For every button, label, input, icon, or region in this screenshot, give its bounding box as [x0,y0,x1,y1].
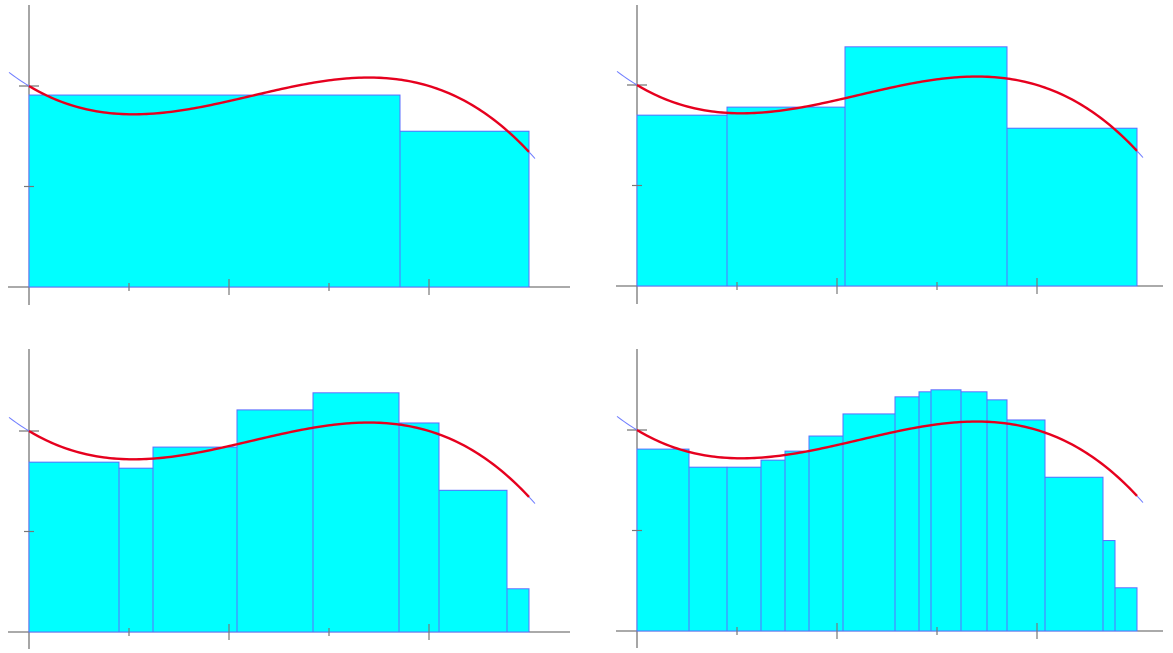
riemann-bar [28,461,120,633]
riemann-bar [784,450,810,632]
riemann-bar [1114,587,1138,632]
riemann-bar [118,467,154,633]
riemann-bar [726,106,846,287]
riemann-bar [688,466,728,632]
riemann-bar [1102,540,1116,632]
riemann-bar [636,114,728,287]
riemann-panel-4 [616,349,1163,648]
riemann-bar [760,459,786,632]
riemann-bar [438,489,508,633]
riemann-bar [808,435,844,632]
riemann-panel-3 [8,349,570,649]
riemann-bar [152,446,238,633]
riemann-bar [930,389,962,632]
riemann-bar [1006,127,1138,287]
riemann-panel-1 [8,5,570,305]
riemann-bar [842,413,896,632]
riemann-bar [312,392,400,633]
riemann-bar [894,396,920,632]
riemann-bar [398,422,440,633]
riemann-panel-2 [616,5,1163,304]
riemann-bar [28,94,401,288]
riemann-bar [726,466,762,632]
riemann-bar [506,588,530,633]
riemann-bar [844,46,1008,287]
function-curve [636,420,1138,497]
riemann-bar [986,399,1008,632]
riemann-bar [1044,476,1104,632]
function-curve [28,76,530,153]
riemann-bar [1006,419,1046,632]
riemann-bar [236,409,314,633]
function-curve [28,421,530,498]
function-curve [636,75,1138,152]
riemann-bar [399,130,530,288]
riemann-bar [636,448,690,632]
riemann-bar [960,391,988,632]
